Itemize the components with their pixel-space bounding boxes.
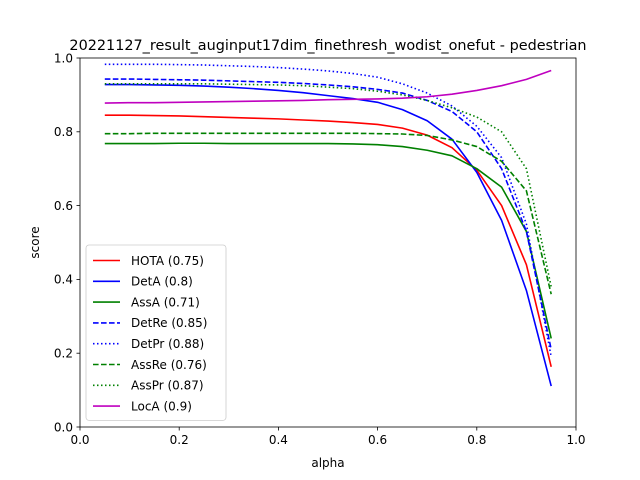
y-tick-label: 0.2 [54,347,73,361]
x-tick-label: 0.4 [269,433,288,447]
legend-label: AssRe (0.76) [131,358,207,372]
legend-frame [85,244,227,421]
legend: HOTA (0.75) DetA (0.8) AssA (0.71) DetRe (0… [85,244,227,421]
axis-ticks: 0.0 0.2 0.4 0.6 0.8 1.0 0.0 0.2 0.4 0.6 0.8 1.0 [54,51,586,447]
chart-title: 20221127_result_auginput17dim_finethresh… [69,38,586,54]
series-line-1 [104,83,552,387]
y-tick-label: 0.4 [54,273,73,287]
legend-label: HOTA (0.75) [131,254,204,268]
x-tick-label: 0.0 [70,433,89,447]
series-layer [104,63,552,387]
legend-label: LocA (0.9) [131,399,192,413]
series-line-0 [104,114,552,368]
y-tick-label: 0.8 [54,125,73,139]
x-axis-label: alpha [311,456,344,470]
legend-label: AssA (0.71) [131,295,200,309]
y-axis-label: score [28,226,42,258]
plot-frame [79,57,577,428]
legend-label: DetPr (0.88) [131,337,204,351]
y-tick-label: 0.6 [54,199,73,213]
series-line-2 [104,142,552,339]
legend-label: AssPr (0.87) [131,379,204,393]
legend-label: DetRe (0.85) [131,316,207,330]
legend-label: DetA (0.8) [131,275,193,289]
series-line-7 [104,69,552,104]
y-tick-label: 0.0 [54,420,73,434]
x-tick-label: 1.0 [566,433,585,447]
x-tick-label: 0.8 [467,433,486,447]
x-tick-label: 0.6 [368,433,387,447]
series-line-3 [104,78,552,350]
x-tick-label: 0.2 [170,433,189,447]
series-line-5 [104,132,552,295]
y-tick-label: 1.0 [54,51,73,65]
